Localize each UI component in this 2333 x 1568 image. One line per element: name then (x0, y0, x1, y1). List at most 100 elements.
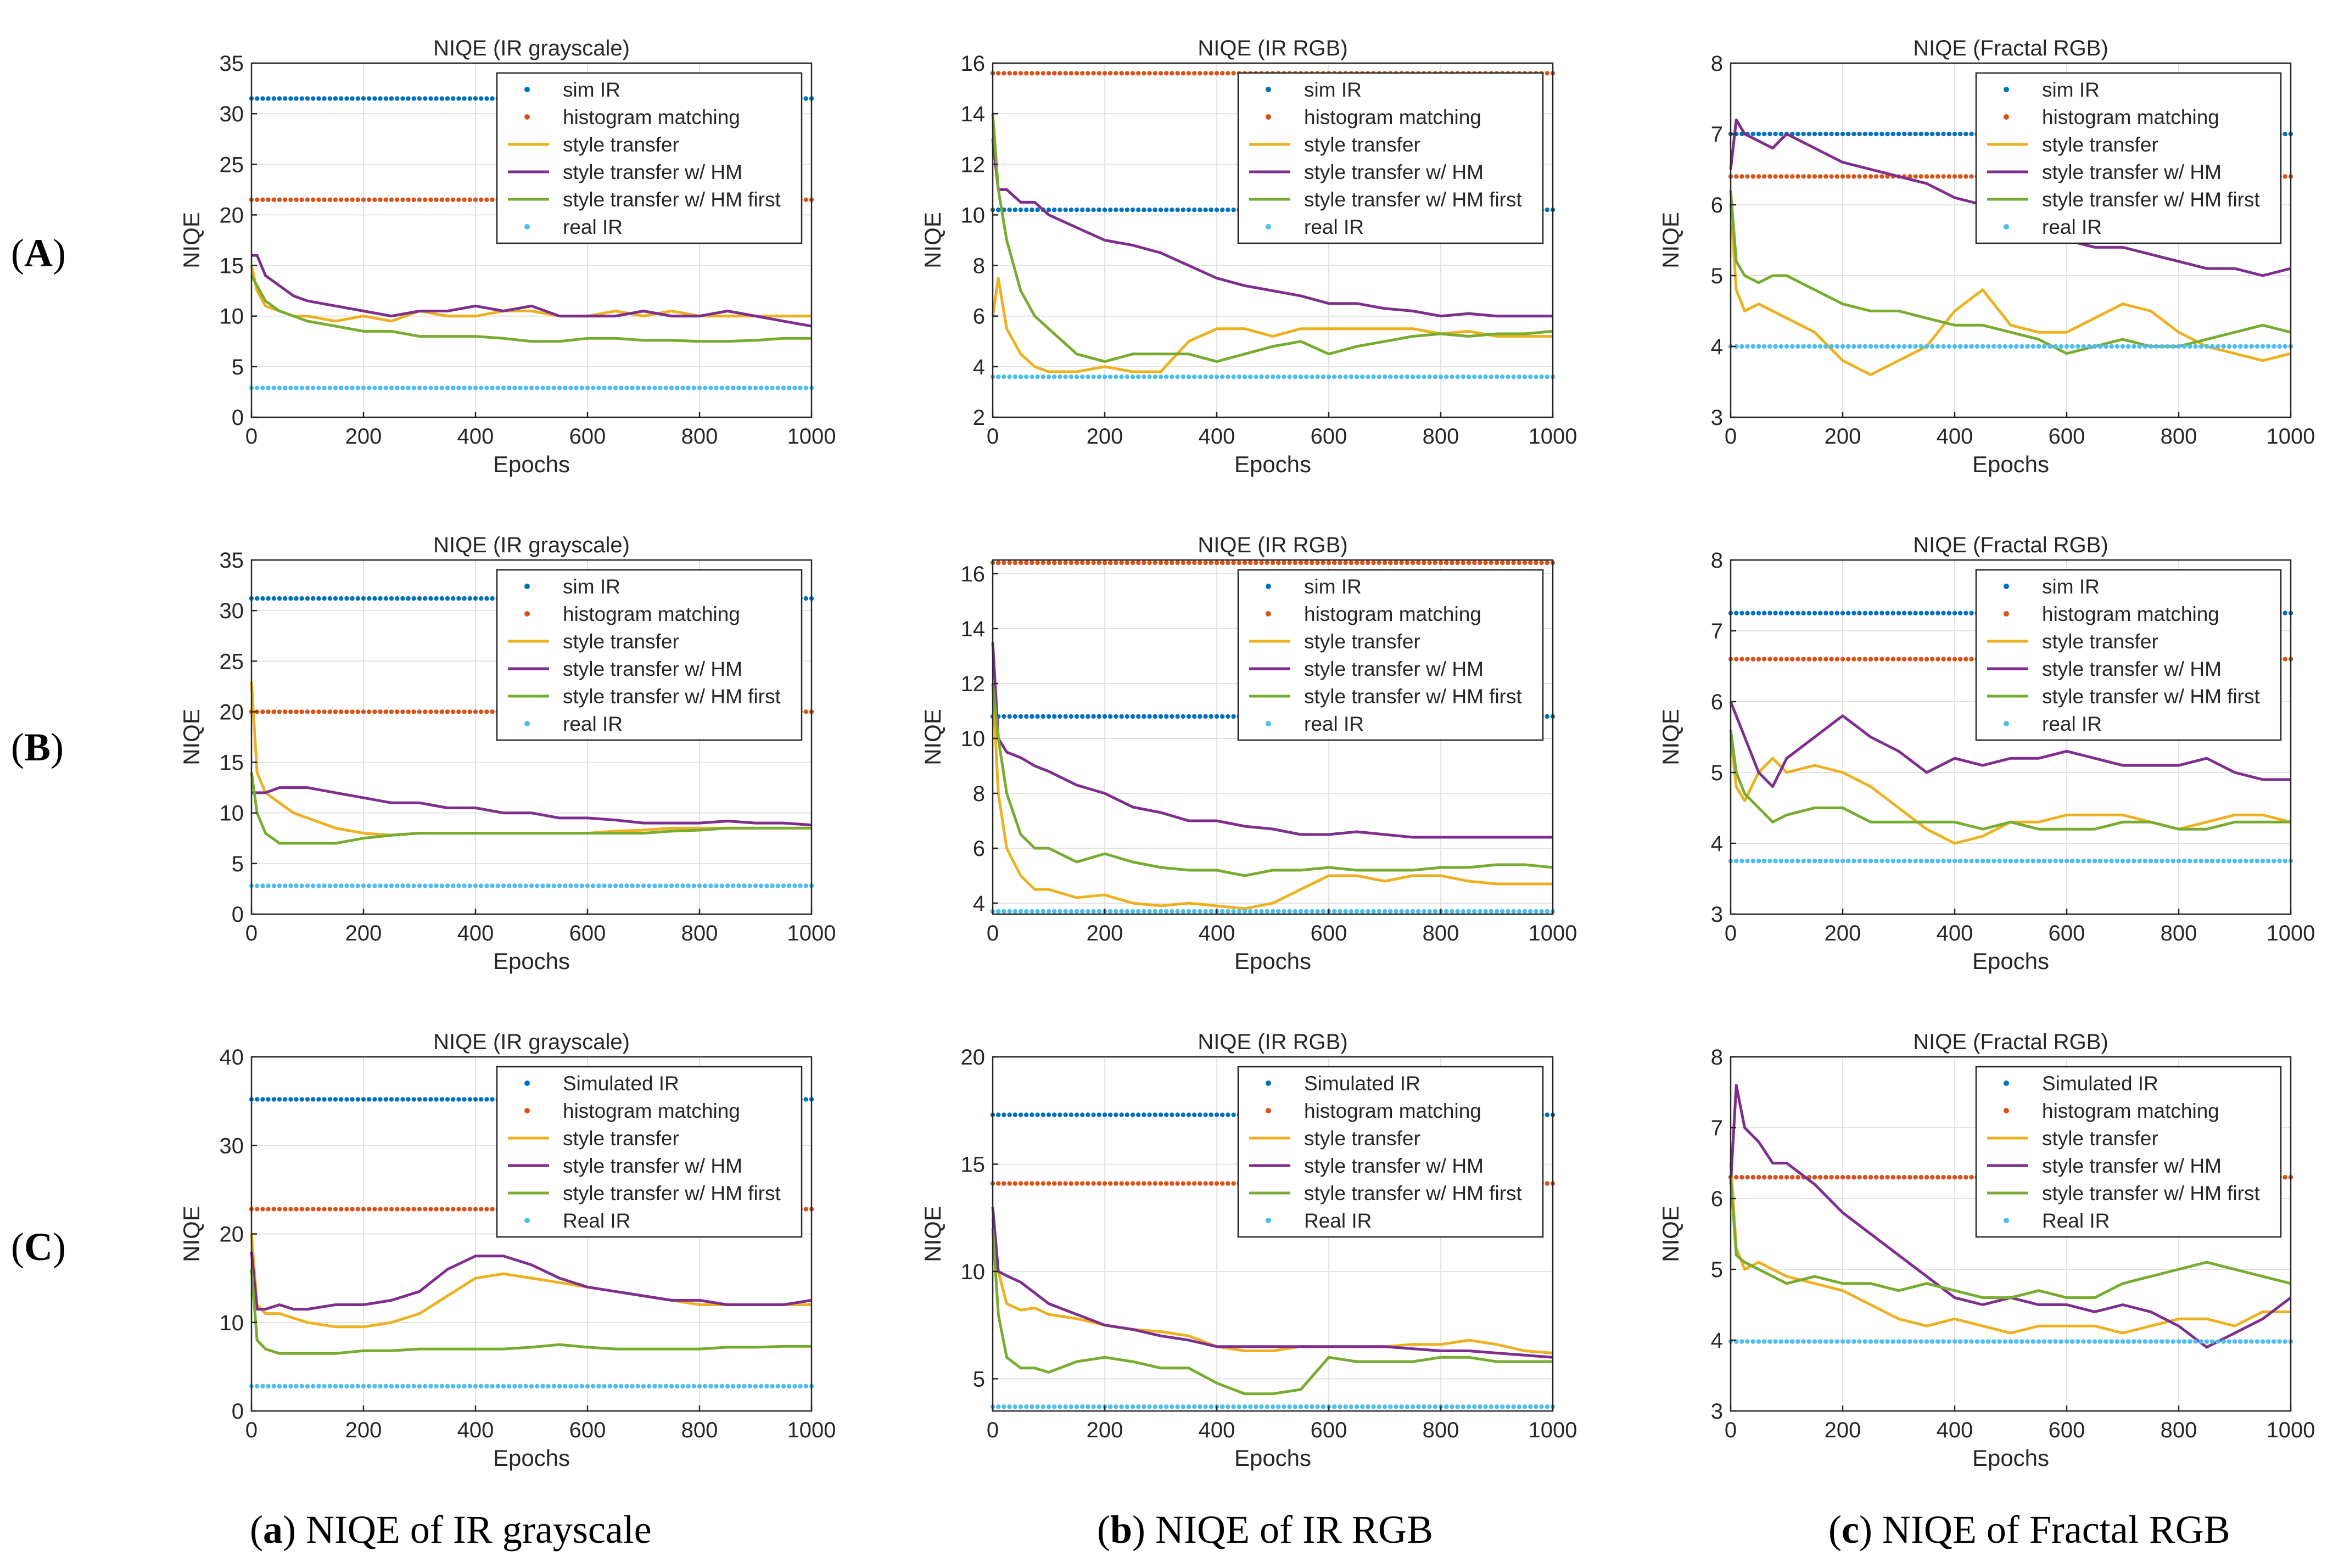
data-point (719, 883, 725, 888)
data-point (1857, 657, 1862, 662)
data-point (1941, 611, 1946, 615)
data-point (2187, 1339, 2192, 1344)
data-point (775, 385, 781, 390)
data-point (1874, 859, 1879, 864)
y-tick-label: 30 (220, 102, 244, 126)
data-point (451, 1384, 456, 1389)
data-point (1846, 174, 1851, 179)
data-point (1818, 657, 1823, 662)
data-point (1913, 174, 1918, 179)
data-point (2103, 1339, 2108, 1344)
data-point (1231, 714, 1236, 719)
data-point (445, 1207, 450, 1212)
data-point (1952, 131, 1957, 137)
data-point (277, 709, 282, 714)
data-point (294, 1097, 299, 1102)
data-point (1209, 560, 1213, 565)
data-point (2109, 1339, 2114, 1344)
data-point (546, 883, 551, 888)
data-point (1851, 344, 1856, 349)
data-point (439, 596, 444, 601)
data-point (529, 883, 534, 888)
data-point (1058, 374, 1062, 379)
data-point (1784, 344, 1789, 349)
data-point (1862, 657, 1867, 662)
data-point (1455, 909, 1460, 914)
data-point (1063, 1404, 1068, 1409)
legend-entry: histogram matching (2042, 1100, 2219, 1122)
data-point (1124, 71, 1129, 76)
data-point (1958, 1339, 1963, 1344)
data-point (434, 385, 439, 390)
data-point (1902, 131, 1907, 137)
data-point (1517, 560, 1521, 565)
legend-entry: Real IR (1304, 1209, 1372, 1232)
data-point (1511, 560, 1516, 565)
data-point (451, 385, 456, 390)
data-point (361, 197, 366, 202)
legend-marker-dot (1266, 114, 1271, 120)
data-point (1862, 174, 1867, 179)
data-point (624, 883, 629, 888)
y-tick-label: 20 (220, 203, 244, 227)
y-tick-label: 30 (220, 599, 244, 623)
data-point (1209, 714, 1213, 719)
x-tick-label: 0 (987, 921, 999, 945)
data-point (697, 1384, 702, 1389)
data-point (495, 385, 500, 390)
data-point (311, 1097, 316, 1102)
data-point (2131, 1339, 2136, 1344)
data-point (2053, 859, 2058, 864)
data-point (2075, 344, 2080, 349)
data-point (1080, 208, 1085, 212)
data-point (299, 596, 304, 601)
data-point (423, 883, 428, 888)
data-point (1745, 1175, 1750, 1180)
data-point (383, 385, 388, 390)
legend-entry: style transfer (2042, 133, 2158, 156)
data-point (1030, 71, 1034, 76)
data-point (1136, 560, 1141, 565)
data-point (1068, 714, 1074, 719)
y-tick-label: 14 (961, 617, 986, 641)
data-point (1332, 909, 1337, 914)
data-point (1164, 560, 1169, 565)
data-point (2260, 1339, 2265, 1344)
data-point (1801, 611, 1806, 615)
data-point (1058, 1181, 1062, 1186)
data-point (1834, 859, 1839, 864)
x-tick-label: 200 (1825, 1418, 1861, 1442)
data-point (1795, 859, 1800, 864)
data-point (283, 1384, 288, 1389)
data-point (490, 1097, 495, 1102)
data-point (1997, 859, 2002, 864)
data-point (1545, 1404, 1549, 1409)
data-point (1147, 714, 1152, 719)
data-point (1018, 374, 1023, 379)
data-point (1834, 344, 1839, 349)
data-point (1483, 374, 1488, 379)
data-point (1102, 1181, 1107, 1186)
data-point (1522, 909, 1528, 914)
data-point (2221, 344, 2226, 349)
data-point (747, 1384, 753, 1389)
data-point (1130, 1181, 1135, 1186)
data-point (271, 1384, 276, 1389)
data-point (400, 1097, 405, 1102)
data-point (383, 96, 388, 101)
data-point (1483, 909, 1488, 914)
data-point (383, 709, 388, 714)
data-point (1489, 374, 1493, 379)
series-5-dots (1728, 344, 2293, 349)
data-point (417, 883, 422, 888)
data-point (1338, 909, 1342, 914)
data-point (1091, 714, 1096, 719)
data-point (1181, 1181, 1185, 1186)
data-point (1840, 1175, 1845, 1180)
data-point (1913, 611, 1918, 615)
legend-entry: Simulated IR (563, 1072, 679, 1095)
row-label-a: (A) (11, 231, 66, 275)
data-point (1862, 1175, 1867, 1180)
data-point (1874, 131, 1879, 137)
data-point (557, 385, 562, 390)
